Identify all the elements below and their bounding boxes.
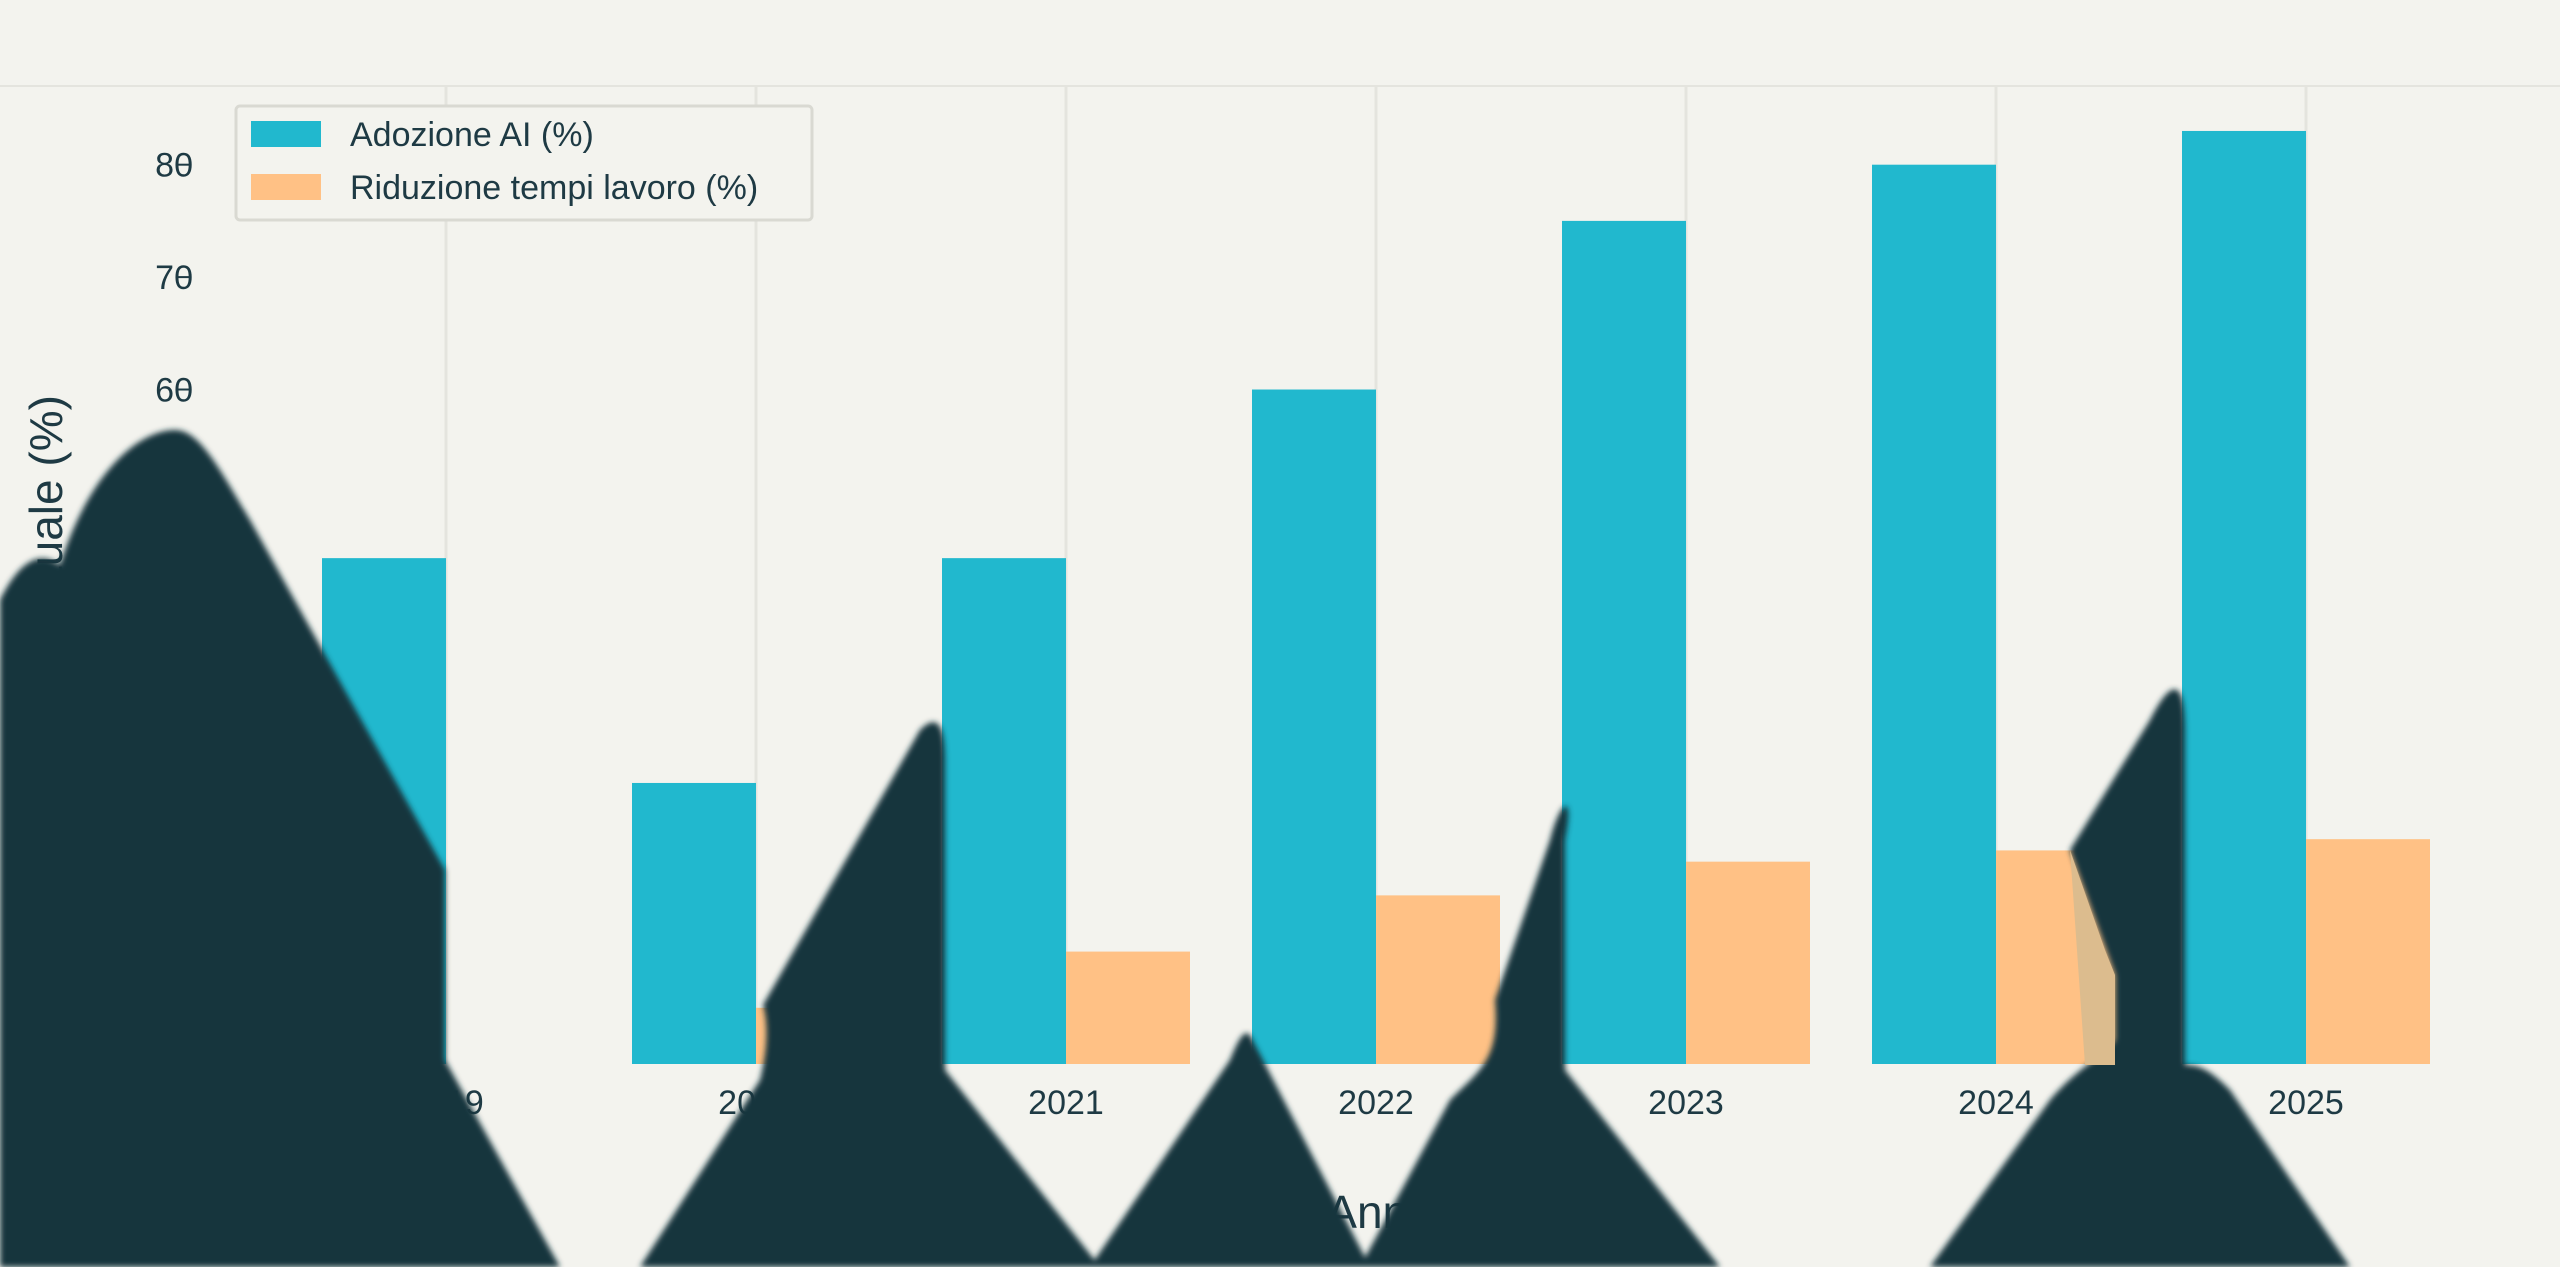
legend-swatch-riduzione [251,174,321,200]
overlay-shapes [0,430,2350,1267]
y-tick-label: 70 [155,259,193,297]
overlay-mountain-center [1090,1033,1370,1267]
overlay-mountain-right [1930,689,2350,1267]
bar-adozione [1252,389,1376,1065]
x-tick-label: 2024 [1958,1084,2034,1122]
overlay-mountain-center-right [1360,806,1720,1267]
overlay-tan-wedge [2070,850,2115,1065]
overlay-mountain-center-left [640,722,1100,1267]
bar-adozione [632,782,756,1064]
bar-adozione [1562,220,1686,1064]
x-tick-label: 2023 [1648,1084,1724,1122]
bar-adozione [2182,130,2306,1064]
legend-swatch-adozione [251,121,321,147]
legend-label-adozione: Adozione AI (%) [350,116,594,154]
bar-adozione [1872,164,1996,1065]
bar-adozione [942,558,1066,1064]
bar-riduzione [2306,839,2430,1064]
bar-layer [322,130,2430,1065]
legend: Adozione AI (%) Riduzione tempi lavoro (… [234,104,814,222]
bar-riduzione [1376,895,1500,1064]
legend-label-riduzione: Riduzione tempi lavoro (%) [350,169,758,207]
x-tick-label: 2021 [1028,1084,1104,1122]
y-tick-label: 60 [155,372,193,410]
legend-box [234,104,814,222]
bar-riduzione [1686,861,1810,1064]
x-tick-label: 2025 [2268,1084,2344,1122]
y-tick-label: 80 [155,147,193,185]
y-tick-layer: 60 70 80 [155,147,193,410]
overlay-mountain-left [0,430,560,1267]
x-tick-label: 2022 [1338,1084,1414,1122]
bar-riduzione [1066,951,1190,1064]
